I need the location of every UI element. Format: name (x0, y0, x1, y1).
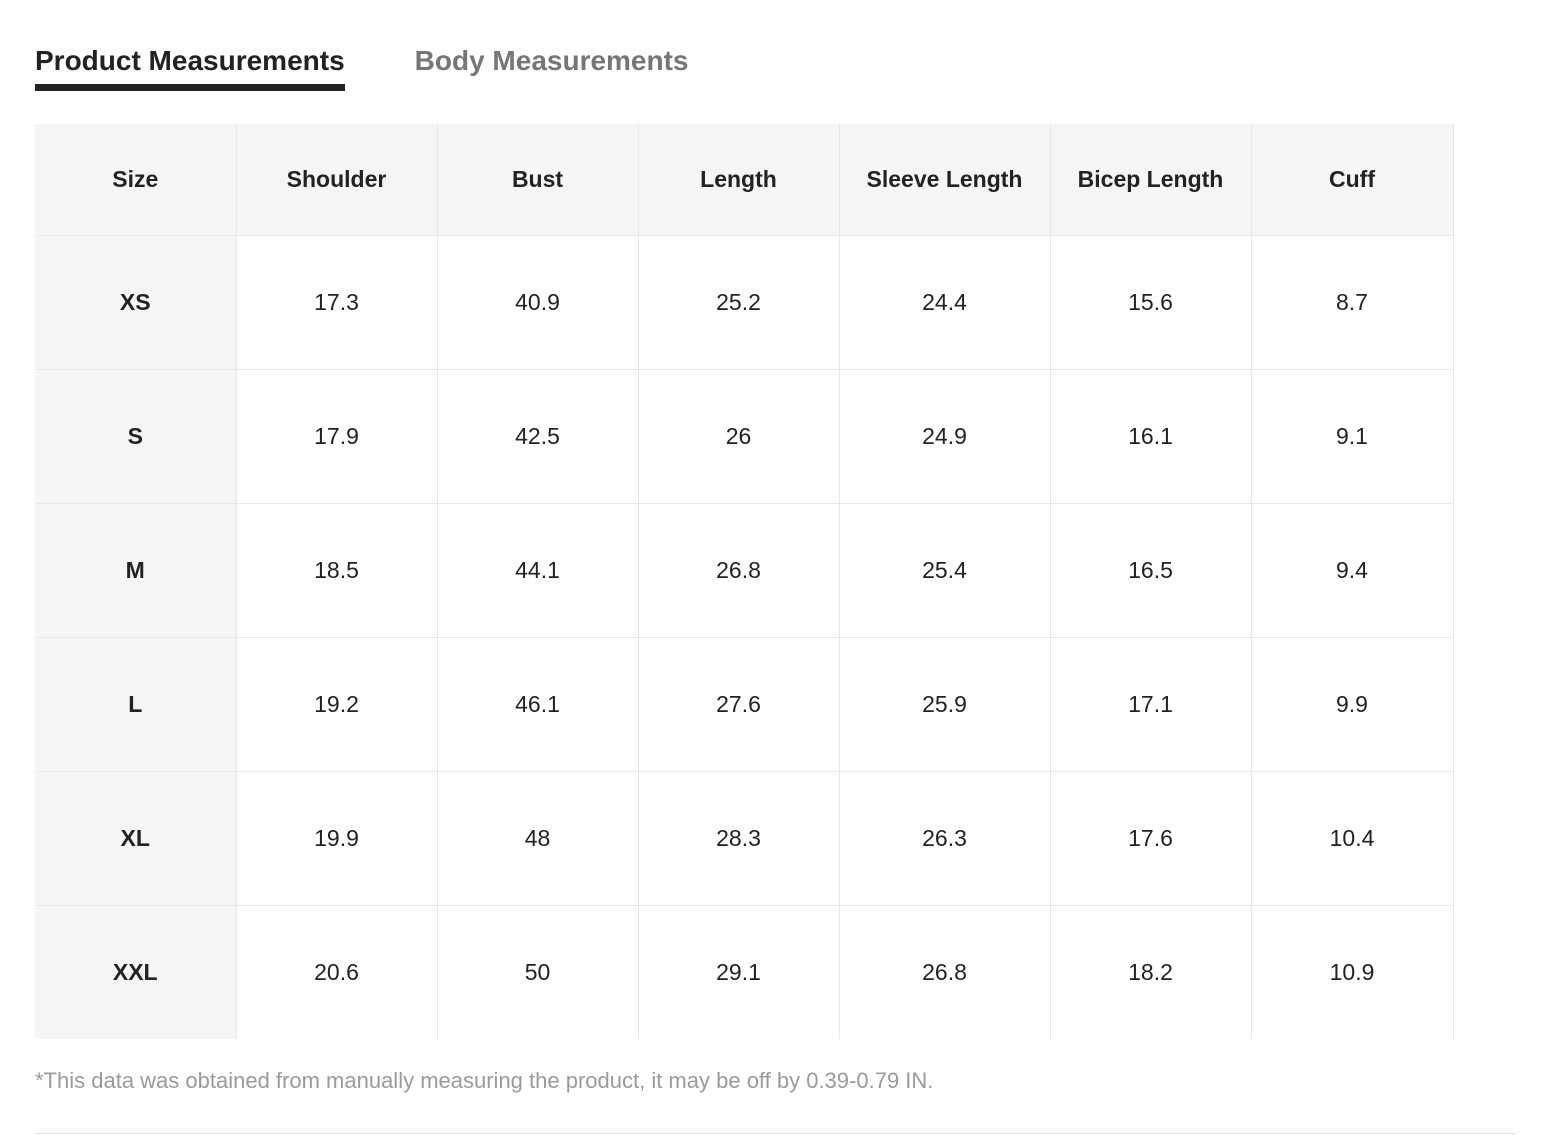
cuff-cell: 9.9 (1250, 636, 1454, 772)
length-cell: 25.2 (637, 234, 840, 370)
bust-cell: 48 (436, 770, 639, 906)
bicep-length-cell: 17.1 (1049, 636, 1252, 772)
cuff-cell: 9.1 (1250, 368, 1454, 504)
size-label-cell: XXL (35, 904, 237, 1039)
tab-body-measurements[interactable]: Body Measurements (414, 45, 689, 76)
size-label-cell: XL (35, 770, 237, 906)
shoulder-cell: 18.5 (235, 502, 438, 638)
table-row: L 19.2 46.1 27.6 25.9 17.1 9.9 (35, 636, 1454, 772)
bicep-length-cell: 16.1 (1049, 368, 1252, 504)
sleeve-length-cell: 26.8 (838, 904, 1051, 1039)
sleeve-length-cell: 25.4 (838, 502, 1051, 638)
size-table: Size Shoulder Bust Length Sleeve Length … (35, 124, 1454, 1039)
length-cell: 26.8 (637, 502, 840, 638)
sleeve-length-cell: 24.4 (838, 234, 1051, 370)
shoulder-cell: 19.9 (235, 770, 438, 906)
table-row: S 17.9 42.5 26 24.9 16.1 9.1 (35, 368, 1454, 504)
column-header-sleeve-length: Sleeve Length (838, 124, 1051, 236)
length-cell: 29.1 (637, 904, 840, 1039)
divider (35, 1133, 1515, 1134)
bust-cell: 40.9 (436, 234, 639, 370)
tab-product-measurements[interactable]: Product Measurements (35, 44, 345, 91)
bust-cell: 44.1 (436, 502, 639, 638)
length-cell: 27.6 (637, 636, 840, 772)
cuff-cell: 8.7 (1250, 234, 1454, 370)
bicep-length-cell: 17.6 (1049, 770, 1252, 906)
cuff-cell: 10.4 (1250, 770, 1454, 906)
bicep-length-cell: 18.2 (1049, 904, 1252, 1039)
sleeve-length-cell: 26.3 (838, 770, 1051, 906)
size-label-cell: S (35, 368, 237, 504)
length-cell: 26 (637, 368, 840, 504)
length-cell: 28.3 (637, 770, 840, 906)
bicep-length-cell: 16.5 (1049, 502, 1252, 638)
table-row: XS 17.3 40.9 25.2 24.4 15.6 8.7 (35, 234, 1454, 370)
size-table-container: Size Shoulder Bust Length Sleeve Length … (35, 124, 1454, 1039)
shoulder-cell: 20.6 (235, 904, 438, 1039)
bust-cell: 42.5 (436, 368, 639, 504)
bust-cell: 46.1 (436, 636, 639, 772)
table-row: M 18.5 44.1 26.8 25.4 16.5 9.4 (35, 502, 1454, 638)
measurement-disclaimer: *This data was obtained from manually me… (35, 1068, 934, 1093)
table-header-row: Size Shoulder Bust Length Sleeve Length … (35, 124, 1454, 236)
measurement-tabs: Product Measurements Body Measurements (35, 44, 689, 91)
column-header-bust: Bust (436, 124, 639, 236)
shoulder-cell: 19.2 (235, 636, 438, 772)
shoulder-cell: 17.9 (235, 368, 438, 504)
sleeve-length-cell: 24.9 (838, 368, 1051, 504)
sleeve-length-cell: 25.9 (838, 636, 1051, 772)
column-header-cuff: Cuff (1250, 124, 1454, 236)
cuff-cell: 9.4 (1250, 502, 1454, 638)
column-header-length: Length (637, 124, 840, 236)
column-header-bicep-length: Bicep Length (1049, 124, 1252, 236)
bust-cell: 50 (436, 904, 639, 1039)
size-label-cell: XS (35, 234, 237, 370)
column-header-shoulder: Shoulder (235, 124, 438, 236)
column-header-size: Size (35, 124, 237, 236)
size-label-cell: L (35, 636, 237, 772)
bicep-length-cell: 15.6 (1049, 234, 1252, 370)
shoulder-cell: 17.3 (235, 234, 438, 370)
table-row: XXL 20.6 50 29.1 26.8 18.2 10.9 (35, 904, 1454, 1039)
cuff-cell: 10.9 (1250, 904, 1454, 1039)
table-row: XL 19.9 48 28.3 26.3 17.6 10.4 (35, 770, 1454, 906)
size-label-cell: M (35, 502, 237, 638)
